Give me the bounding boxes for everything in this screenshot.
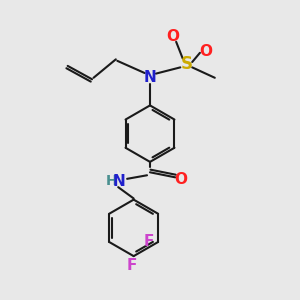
Text: N: N — [144, 70, 156, 85]
Text: F: F — [127, 257, 137, 272]
Text: N: N — [112, 174, 125, 189]
Text: O: O — [167, 29, 180, 44]
Text: O: O — [200, 44, 212, 59]
Text: S: S — [180, 56, 192, 74]
Text: F: F — [144, 235, 154, 250]
Text: O: O — [175, 172, 188, 187]
Text: H: H — [106, 174, 117, 188]
